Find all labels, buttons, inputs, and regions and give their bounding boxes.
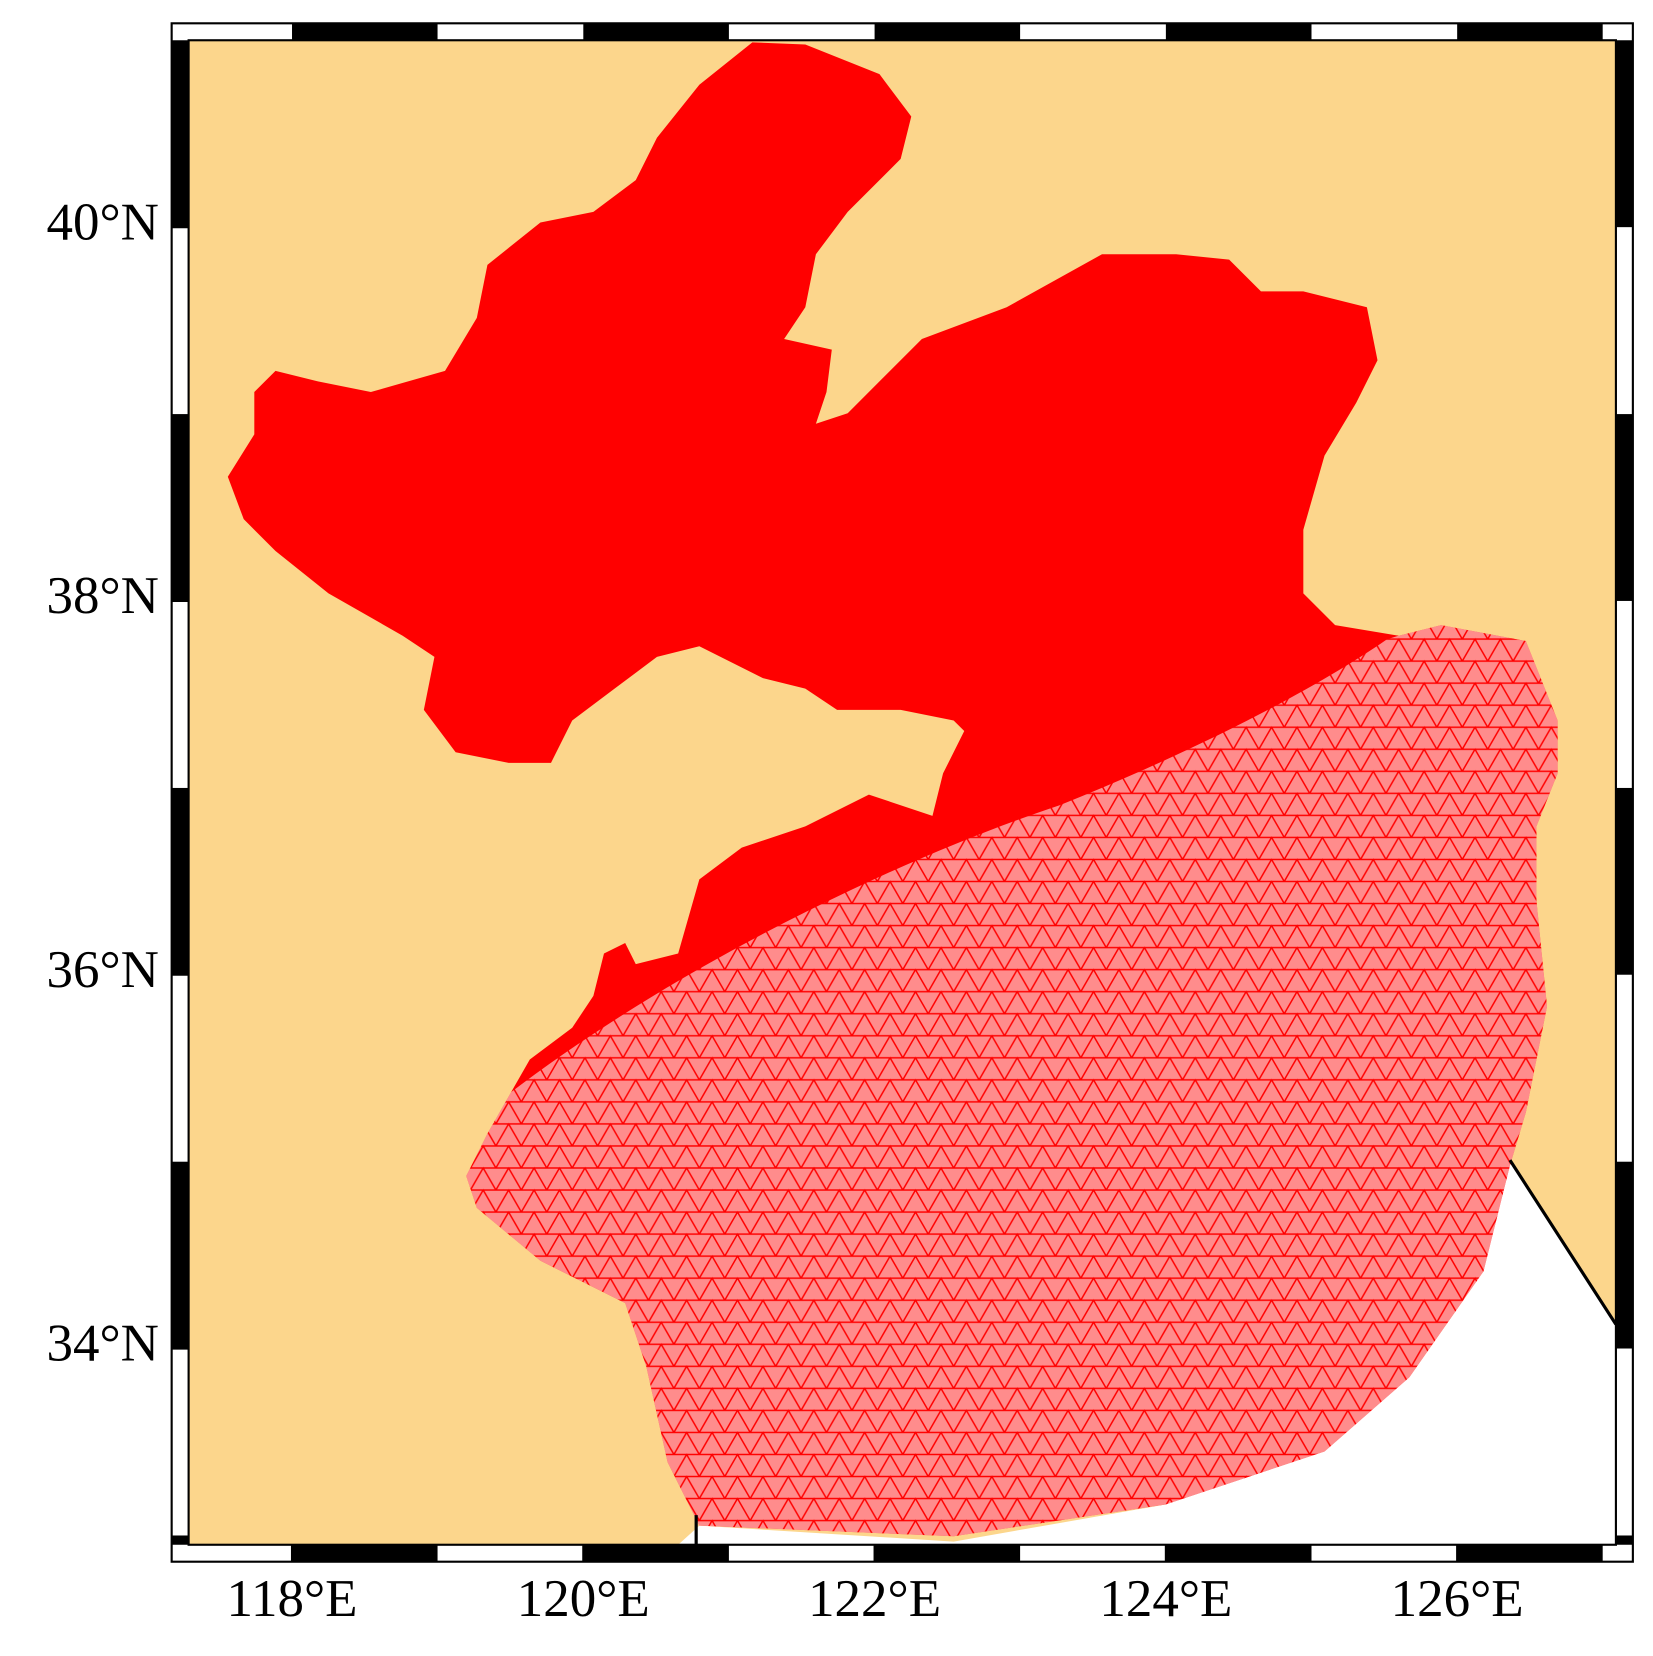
frame-segment: [171, 1535, 189, 1545]
frame-segment: [171, 600, 189, 788]
frame-segment: [171, 40, 189, 228]
frame-segment: [171, 1161, 189, 1349]
frame-segment: [1615, 227, 1633, 415]
frame-segment: [171, 414, 189, 601]
frame-segment: [171, 1348, 189, 1536]
x-tick-label: 120°E: [517, 1570, 650, 1628]
frame-segment: [1165, 23, 1312, 41]
frame-segment: [1602, 23, 1616, 41]
frame-segment: [188, 23, 293, 41]
frame-segment: [1615, 974, 1633, 1162]
frame-segment: [583, 1544, 729, 1562]
frame-segment: [874, 23, 1021, 41]
frame-segment: [1020, 1544, 1166, 1562]
frame-outline: [170, 22, 1634, 1563]
frame-segment: [171, 787, 189, 975]
frame-segment: [1457, 23, 1603, 41]
x-tick-label: 118°E: [226, 1570, 357, 1628]
frame: [170, 22, 1634, 1563]
frame-segment: [728, 23, 875, 41]
x-tick-label: 126°E: [1391, 1570, 1524, 1628]
y-tick-label: 40°N: [47, 193, 159, 251]
frame-segment: [1615, 600, 1633, 788]
open-ocean: [678, 1160, 1616, 1545]
frame-segment: [728, 1544, 875, 1562]
frame-inner: [187, 39, 1617, 1546]
frame-segment: [292, 23, 438, 41]
boundary-line: [694, 1159, 1616, 1545]
frame-segment: [874, 1544, 1021, 1562]
x-tick-label: 122°E: [808, 1570, 941, 1628]
frame-segment: [1165, 1544, 1312, 1562]
frame-segment: [1602, 1544, 1616, 1562]
frame-segment: [1615, 1535, 1633, 1545]
frame-segment: [171, 974, 189, 1162]
y-tick-label: 36°N: [47, 941, 159, 999]
frame-segment: [171, 227, 189, 415]
frame-segment: [1615, 1348, 1633, 1536]
frame-segment: [583, 23, 729, 41]
plot-area: [227, 42, 1616, 1545]
y-tick-label: 34°N: [47, 1315, 159, 1373]
frame-segment: [1311, 1544, 1458, 1562]
y-tick-label: 38°N: [47, 567, 159, 625]
frame-segment: [1615, 40, 1633, 228]
frame-segment: [1020, 23, 1166, 41]
frame-segment: [292, 1544, 438, 1562]
frame-segment: [1615, 787, 1633, 975]
frame-segment: [437, 1544, 584, 1562]
frame-segment: [1311, 23, 1458, 41]
frame-segment: [1457, 1544, 1603, 1562]
frame-segment: [437, 23, 584, 41]
tick-labels: 118°E 120°E 122°E 124°E 126°E 34°N 36°N 38°N 40°…: [47, 193, 1524, 1628]
frame-segment: [1615, 414, 1633, 601]
frame-segment: [1615, 1161, 1633, 1349]
x-tick-label: 124°E: [1099, 1570, 1232, 1628]
frame-segment: [188, 1544, 293, 1562]
